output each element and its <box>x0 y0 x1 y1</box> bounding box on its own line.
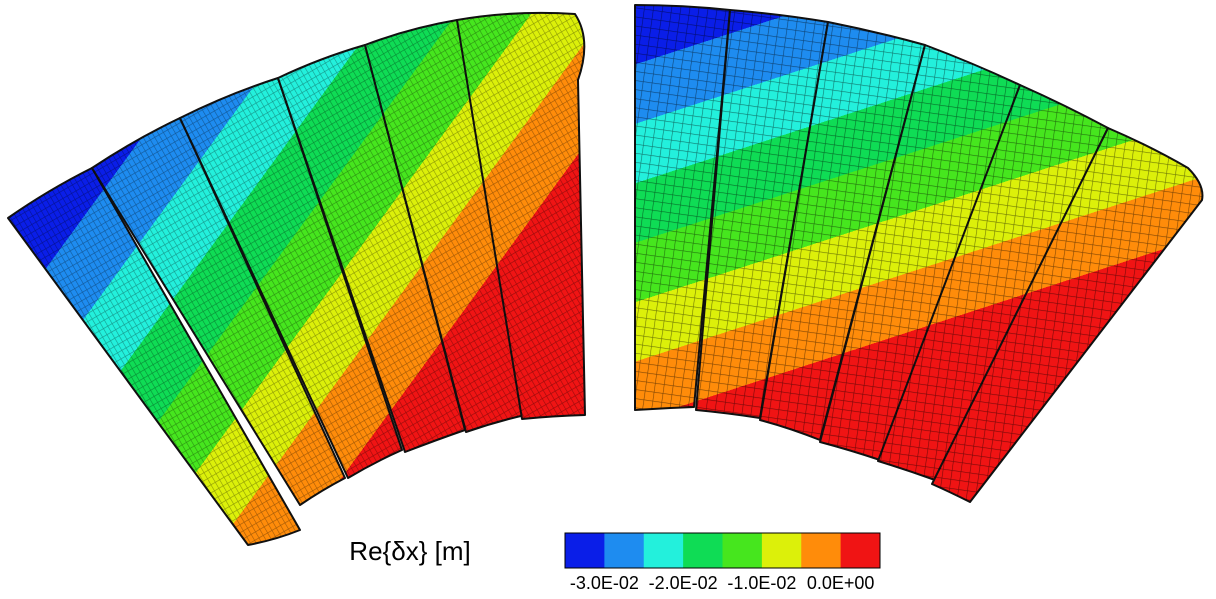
colorbar-bin <box>604 533 645 568</box>
colorbar-bin <box>722 533 763 568</box>
right-fan <box>634 4 1204 503</box>
color-legend: Re{δx} [m] -3.0E-02 -2.0E-02 -1.0E-02 0.0E+… <box>349 532 881 593</box>
legend-title: Re{δx} [m] <box>349 536 470 566</box>
colorbar-tick-label: -3.0E-02 <box>570 573 639 593</box>
left-fan <box>7 11 586 546</box>
colorbar-tick-label: -2.0E-02 <box>649 573 718 593</box>
colorbar-bin <box>683 533 723 568</box>
left-mesh <box>8 12 585 545</box>
right-mesh <box>635 5 1203 502</box>
colorbar-bin <box>761 533 802 568</box>
colorbar-bin <box>643 533 684 568</box>
colorbar-tick-label: 0.0E+00 <box>807 573 875 593</box>
colorbar-bin <box>565 533 605 568</box>
colorbar-tick-label: -1.0E-02 <box>727 573 796 593</box>
colorbar-bin <box>801 533 842 568</box>
colorbar-frame <box>564 532 881 569</box>
colorbar-bin <box>840 533 881 568</box>
